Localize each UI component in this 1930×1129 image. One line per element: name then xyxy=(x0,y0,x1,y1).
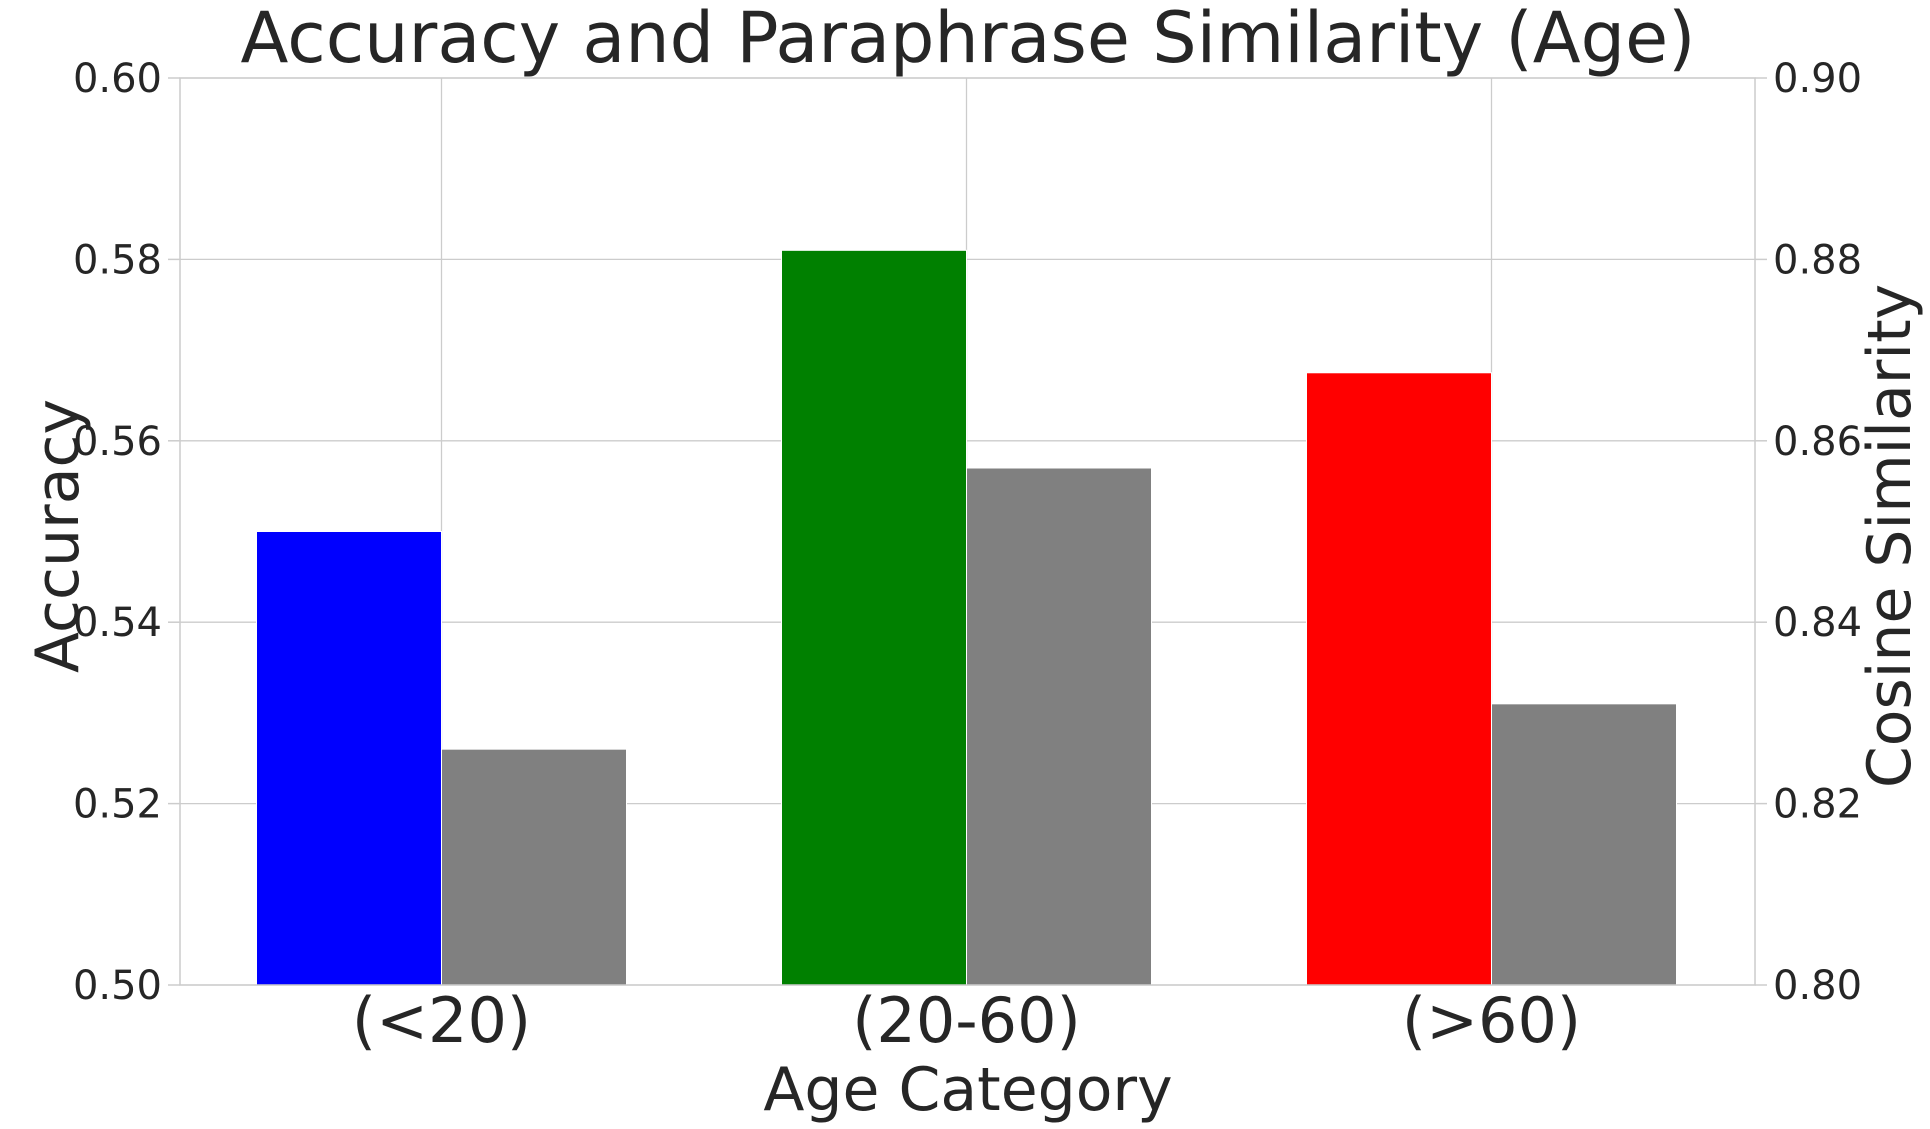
similarity-bar xyxy=(441,748,627,986)
plot-border xyxy=(179,77,1756,986)
similarity-bar xyxy=(966,467,1152,986)
x-tick-label: (>60) xyxy=(1402,984,1581,1057)
right-y-axis: 0.80 0.82 0.84 0.86 0.88 0.90 xyxy=(1755,56,1862,1009)
right-tick-label: 0.90 xyxy=(1773,56,1862,102)
right-tick-label: 0.88 xyxy=(1773,237,1862,283)
bars-layer xyxy=(256,249,1677,986)
accuracy-bar xyxy=(256,531,442,986)
plot-frame xyxy=(179,77,1756,986)
accuracy-bar xyxy=(781,249,967,986)
y-axis-label-right: Cosine Similarity xyxy=(1855,284,1925,788)
chart-title: Accuracy and Paraphrase Similarity (Age) xyxy=(241,0,1696,79)
similarity-bar xyxy=(1491,703,1677,986)
right-tick-label: 0.86 xyxy=(1773,419,1862,465)
left-tick-label: 0.56 xyxy=(73,419,162,465)
right-tick-label: 0.84 xyxy=(1773,600,1862,646)
left-tick-label: 0.52 xyxy=(73,782,162,828)
y-axis-label-left: Accuracy xyxy=(23,399,93,673)
left-tick-label: 0.50 xyxy=(73,963,162,1009)
left-tick-label: 0.58 xyxy=(73,237,162,283)
left-tick-label: 0.60 xyxy=(73,56,162,102)
x-tick-label: (20-60) xyxy=(852,984,1081,1057)
accuracy-bar xyxy=(1306,372,1492,986)
left-y-axis: 0.50 0.52 0.54 0.56 0.58 0.60 xyxy=(73,56,180,1009)
x-axis-label: Age Category xyxy=(763,1055,1172,1125)
right-tick-label: 0.82 xyxy=(1773,782,1862,828)
x-tick-label: (<20) xyxy=(352,984,531,1057)
left-tick-label: 0.54 xyxy=(73,600,162,646)
right-tick-label: 0.80 xyxy=(1773,963,1862,1009)
x-axis: (<20) (20-60) (>60) xyxy=(352,984,1581,1057)
